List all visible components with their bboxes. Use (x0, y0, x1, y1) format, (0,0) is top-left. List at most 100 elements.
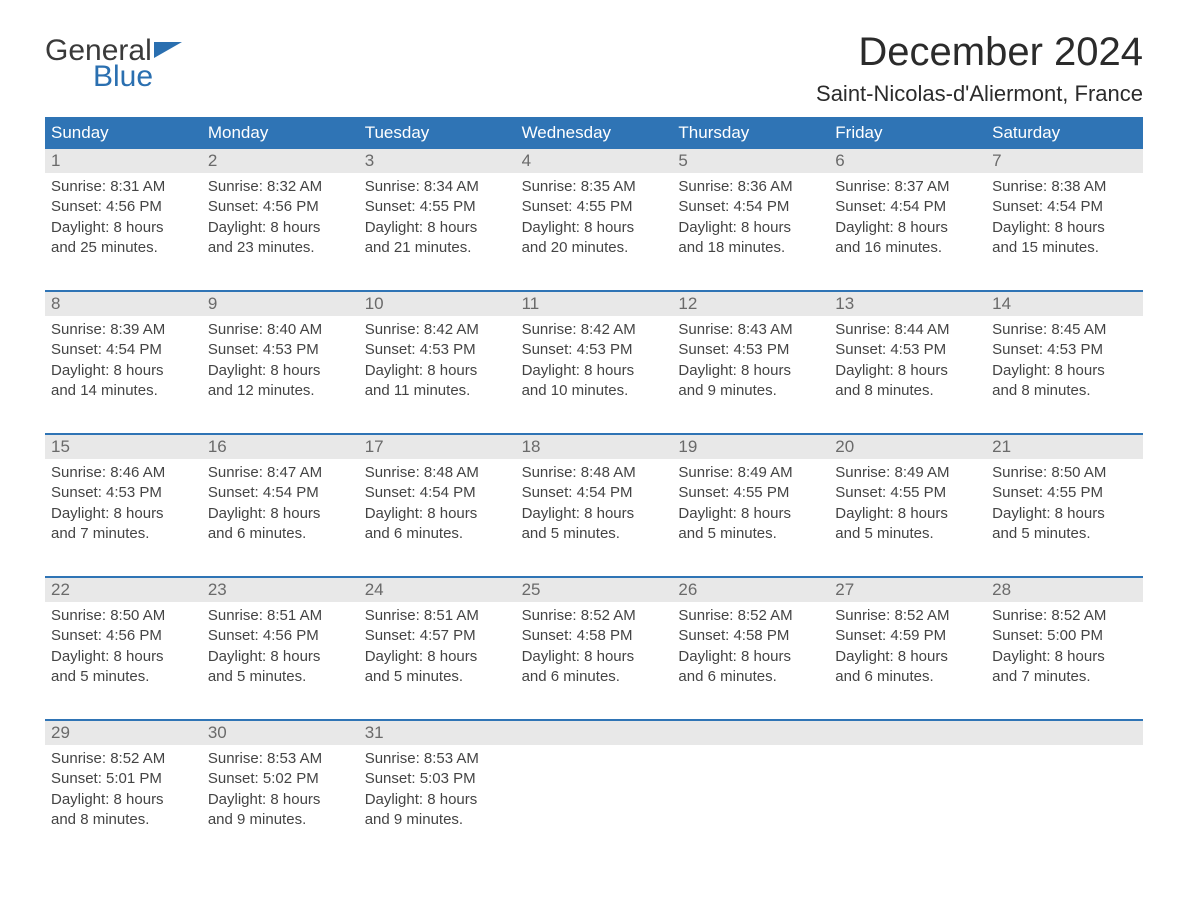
day-number: 16 (202, 435, 359, 459)
day-cell: Sunrise: 8:50 AMSunset: 4:55 PMDaylight:… (986, 459, 1143, 562)
day-sunrise: Sunrise: 8:52 AM (678, 606, 823, 626)
day-cell: Sunrise: 8:32 AMSunset: 4:56 PMDaylight:… (202, 173, 359, 276)
day-d1: Daylight: 8 hours (835, 647, 980, 667)
calendar-week: 1234567Sunrise: 8:31 AMSunset: 4:56 PMDa… (45, 149, 1143, 276)
day-number-row: 293031 (45, 721, 1143, 745)
day-d1: Daylight: 8 hours (208, 361, 353, 381)
day-number (672, 721, 829, 745)
day-d1: Daylight: 8 hours (835, 361, 980, 381)
day-header: Friday (829, 117, 986, 149)
day-number: 13 (829, 292, 986, 316)
day-sunrise: Sunrise: 8:31 AM (51, 177, 196, 197)
day-body-row: Sunrise: 8:39 AMSunset: 4:54 PMDaylight:… (45, 316, 1143, 419)
day-cell (829, 745, 986, 848)
day-sunset: Sunset: 4:53 PM (208, 340, 353, 360)
day-body-row: Sunrise: 8:52 AMSunset: 5:01 PMDaylight:… (45, 745, 1143, 848)
day-sunset: Sunset: 4:56 PM (208, 197, 353, 217)
day-d2: and 9 minutes. (678, 381, 823, 401)
calendar-week: 22232425262728Sunrise: 8:50 AMSunset: 4:… (45, 576, 1143, 705)
day-d2: and 9 minutes. (208, 810, 353, 830)
day-sunrise: Sunrise: 8:42 AM (522, 320, 667, 340)
day-sunrise: Sunrise: 8:34 AM (365, 177, 510, 197)
day-number: 21 (986, 435, 1143, 459)
day-number: 5 (672, 149, 829, 173)
day-header: Saturday (986, 117, 1143, 149)
day-sunset: Sunset: 4:58 PM (678, 626, 823, 646)
day-d2: and 6 minutes. (208, 524, 353, 544)
day-number: 24 (359, 578, 516, 602)
day-d1: Daylight: 8 hours (522, 647, 667, 667)
day-body-row: Sunrise: 8:50 AMSunset: 4:56 PMDaylight:… (45, 602, 1143, 705)
day-d1: Daylight: 8 hours (208, 218, 353, 238)
day-sunset: Sunset: 4:53 PM (51, 483, 196, 503)
day-number: 27 (829, 578, 986, 602)
day-number: 2 (202, 149, 359, 173)
day-cell: Sunrise: 8:52 AMSunset: 4:58 PMDaylight:… (672, 602, 829, 705)
day-sunrise: Sunrise: 8:46 AM (51, 463, 196, 483)
day-cell: Sunrise: 8:53 AMSunset: 5:02 PMDaylight:… (202, 745, 359, 848)
day-cell: Sunrise: 8:46 AMSunset: 4:53 PMDaylight:… (45, 459, 202, 562)
day-sunset: Sunset: 4:53 PM (992, 340, 1137, 360)
day-sunset: Sunset: 4:58 PM (522, 626, 667, 646)
calendar-header-row: Sunday Monday Tuesday Wednesday Thursday… (45, 117, 1143, 149)
day-header: Wednesday (516, 117, 673, 149)
day-cell: Sunrise: 8:51 AMSunset: 4:56 PMDaylight:… (202, 602, 359, 705)
day-d1: Daylight: 8 hours (835, 504, 980, 524)
day-d2: and 7 minutes. (992, 667, 1137, 687)
day-d2: and 6 minutes. (522, 667, 667, 687)
day-d1: Daylight: 8 hours (208, 647, 353, 667)
day-d1: Daylight: 8 hours (678, 647, 823, 667)
day-d2: and 8 minutes. (835, 381, 980, 401)
day-d1: Daylight: 8 hours (678, 218, 823, 238)
day-d2: and 8 minutes. (992, 381, 1137, 401)
weeks-container: 1234567Sunrise: 8:31 AMSunset: 4:56 PMDa… (45, 149, 1143, 848)
day-number: 9 (202, 292, 359, 316)
day-sunrise: Sunrise: 8:52 AM (522, 606, 667, 626)
day-cell: Sunrise: 8:52 AMSunset: 5:00 PMDaylight:… (986, 602, 1143, 705)
day-sunset: Sunset: 5:01 PM (51, 769, 196, 789)
day-sunset: Sunset: 4:54 PM (365, 483, 510, 503)
day-cell: Sunrise: 8:52 AMSunset: 4:58 PMDaylight:… (516, 602, 673, 705)
day-number-row: 891011121314 (45, 292, 1143, 316)
day-cell: Sunrise: 8:53 AMSunset: 5:03 PMDaylight:… (359, 745, 516, 848)
day-number-row: 15161718192021 (45, 435, 1143, 459)
day-sunset: Sunset: 4:54 PM (522, 483, 667, 503)
day-d2: and 18 minutes. (678, 238, 823, 258)
day-sunrise: Sunrise: 8:36 AM (678, 177, 823, 197)
month-title: December 2024 (816, 30, 1143, 75)
day-sunset: Sunset: 4:55 PM (835, 483, 980, 503)
day-number: 8 (45, 292, 202, 316)
title-block: December 2024 Saint-Nicolas-d'Aliermont,… (816, 30, 1143, 107)
day-number: 20 (829, 435, 986, 459)
day-sunrise: Sunrise: 8:50 AM (51, 606, 196, 626)
day-sunset: Sunset: 4:54 PM (208, 483, 353, 503)
day-header: Tuesday (359, 117, 516, 149)
day-number: 11 (516, 292, 673, 316)
day-d2: and 10 minutes. (522, 381, 667, 401)
day-cell: Sunrise: 8:31 AMSunset: 4:56 PMDaylight:… (45, 173, 202, 276)
day-d2: and 16 minutes. (835, 238, 980, 258)
day-d1: Daylight: 8 hours (992, 647, 1137, 667)
day-cell: Sunrise: 8:39 AMSunset: 4:54 PMDaylight:… (45, 316, 202, 419)
location-text: Saint-Nicolas-d'Aliermont, France (816, 81, 1143, 107)
day-d2: and 21 minutes. (365, 238, 510, 258)
day-d2: and 11 minutes. (365, 381, 510, 401)
day-sunset: Sunset: 4:53 PM (365, 340, 510, 360)
day-d2: and 8 minutes. (51, 810, 196, 830)
day-sunset: Sunset: 5:02 PM (208, 769, 353, 789)
day-cell: Sunrise: 8:48 AMSunset: 4:54 PMDaylight:… (359, 459, 516, 562)
day-d1: Daylight: 8 hours (522, 504, 667, 524)
day-cell: Sunrise: 8:43 AMSunset: 4:53 PMDaylight:… (672, 316, 829, 419)
day-sunrise: Sunrise: 8:35 AM (522, 177, 667, 197)
day-sunrise: Sunrise: 8:37 AM (835, 177, 980, 197)
day-cell: Sunrise: 8:38 AMSunset: 4:54 PMDaylight:… (986, 173, 1143, 276)
day-d1: Daylight: 8 hours (992, 218, 1137, 238)
day-sunset: Sunset: 5:00 PM (992, 626, 1137, 646)
calendar: Sunday Monday Tuesday Wednesday Thursday… (45, 117, 1143, 848)
day-sunrise: Sunrise: 8:42 AM (365, 320, 510, 340)
day-cell: Sunrise: 8:40 AMSunset: 4:53 PMDaylight:… (202, 316, 359, 419)
day-number: 17 (359, 435, 516, 459)
day-sunrise: Sunrise: 8:47 AM (208, 463, 353, 483)
day-header: Sunday (45, 117, 202, 149)
day-d2: and 15 minutes. (992, 238, 1137, 258)
